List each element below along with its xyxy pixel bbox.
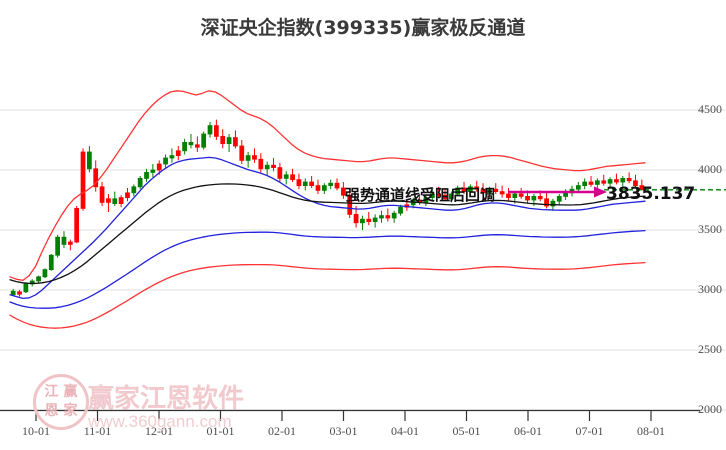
y-axis-tick-label: 4000: [698, 162, 722, 176]
x-axis-tick-label: 05-01: [452, 424, 481, 438]
watermark-brand: 赢家江恩软件: [88, 384, 245, 414]
annotation-arrow: [508, 186, 607, 198]
seal-characters: 江 赢 恩 家: [42, 383, 80, 421]
y-axis-tick-label: 3500: [698, 222, 722, 236]
x-axis-tick-label: 07-01: [575, 424, 604, 438]
x-axis-tick-label: 02-01: [268, 424, 296, 438]
annotation-label: 强势通道线受阻后回调: [345, 186, 496, 204]
x-axis-tick-label: 01-01: [206, 424, 235, 438]
seal-ring: [33, 374, 89, 430]
x-axis-tick-label: 08-01: [637, 424, 665, 438]
x-axis-tick-label: 10-01: [22, 424, 50, 438]
candlestick-series: [10, 119, 645, 297]
channel-band-lines: [9, 90, 646, 329]
y-axis-tick-label: 2500: [698, 342, 722, 356]
y-axis-tick-label: 2000: [698, 402, 722, 416]
x-axis-tick-label: 11-01: [83, 424, 112, 438]
gridlines: [0, 109, 726, 411]
last-price-label: 3835.137: [606, 184, 696, 204]
y-axis-tick-label: 4500: [698, 102, 722, 116]
x-axis-tick-label: 03-01: [329, 424, 358, 438]
y-axis-tick-label: 3000: [698, 282, 722, 296]
seal-char-1: 江: [44, 384, 59, 400]
x-axis-tick-label: 06-01: [514, 424, 542, 438]
x-axis-tick-label: 04-01: [391, 424, 419, 438]
seal-char-2: 赢: [63, 384, 78, 400]
seal-char-4: 家: [63, 403, 78, 419]
watermark-seal: 江 赢 恩 家: [33, 374, 89, 430]
seal-char-3: 恩: [44, 403, 59, 419]
x-axis-tick-label: 12-01: [145, 424, 173, 438]
page-title: 深证央企指数(399335)赢家极反通道: [200, 17, 526, 39]
watermark-url: www.360gann.com: [88, 412, 232, 431]
